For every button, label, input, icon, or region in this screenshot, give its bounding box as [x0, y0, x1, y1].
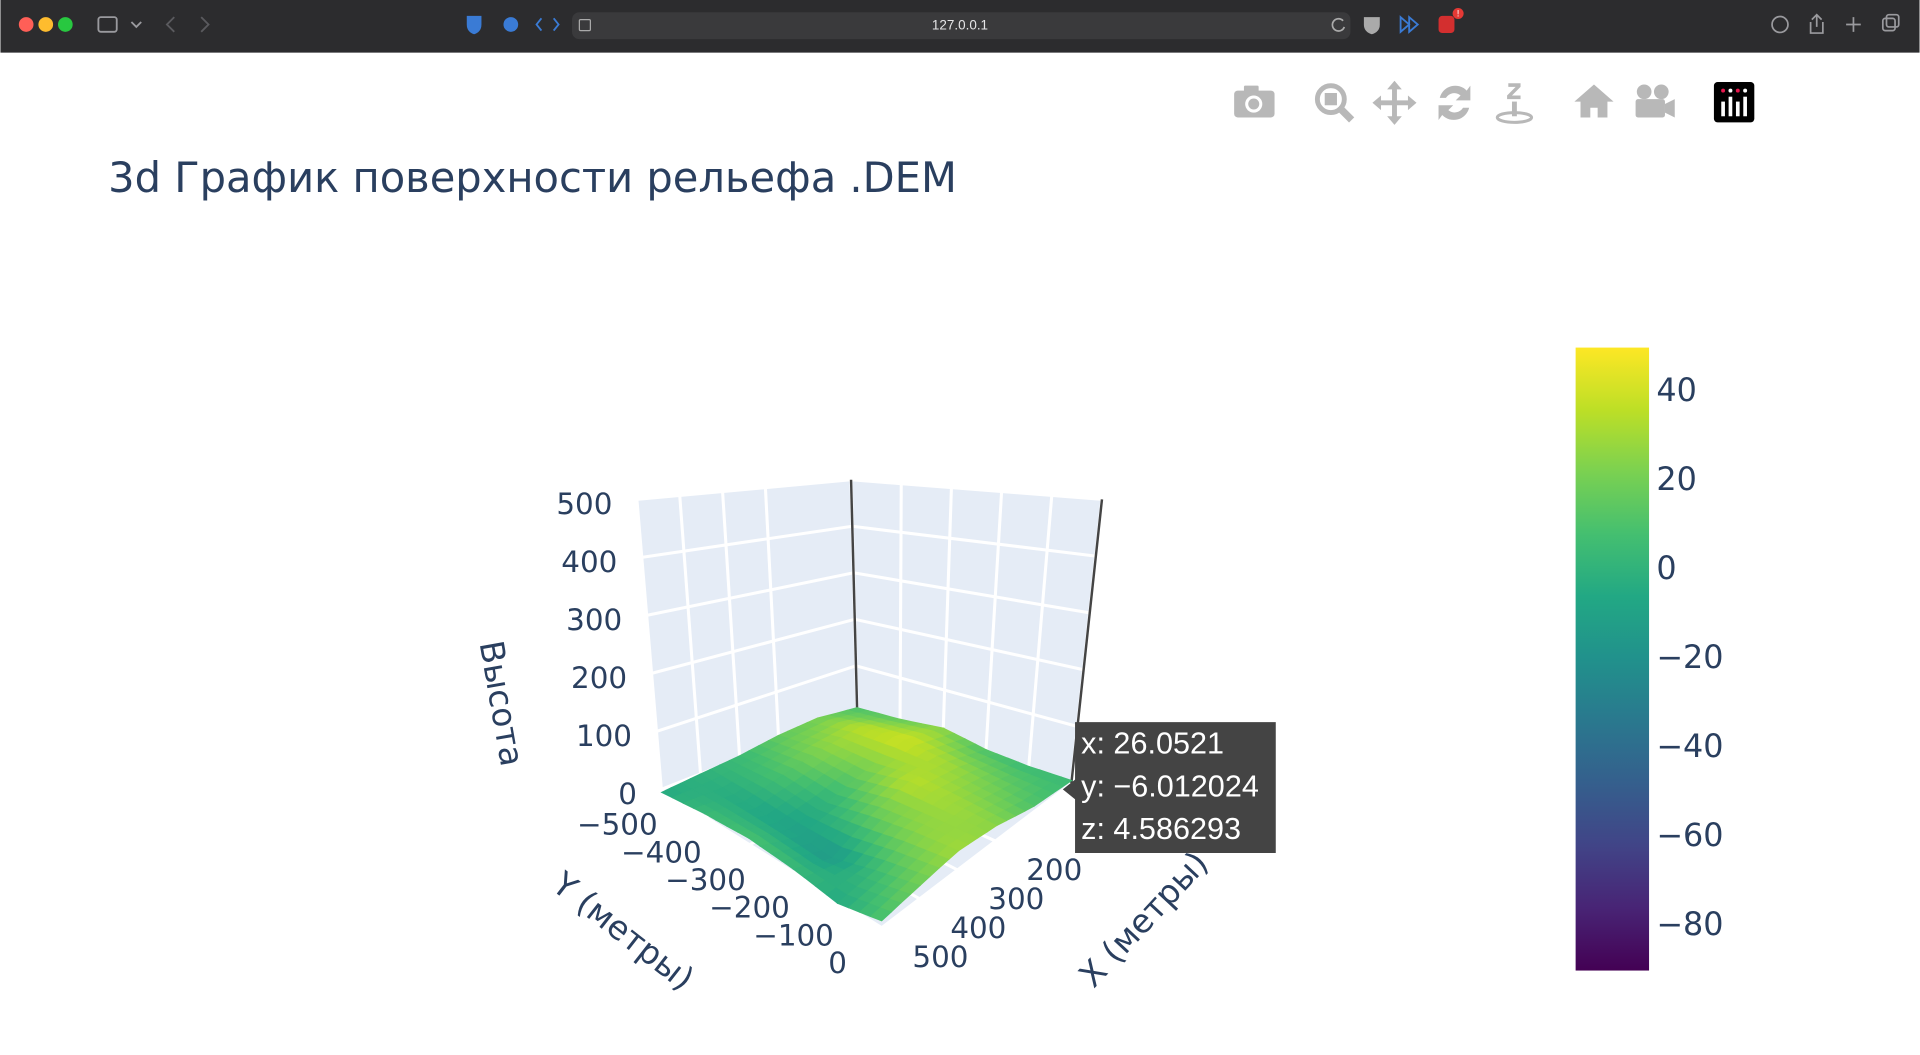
extension-icon[interactable] [1399, 15, 1420, 34]
extension-icon[interactable] [466, 15, 482, 35]
forward-button[interactable] [200, 16, 210, 33]
colorbar-gradient [1575, 347, 1650, 971]
tabs-button[interactable] [1881, 17, 1896, 32]
tooltip-text: z: 4.586293 [1081, 812, 1241, 846]
zoom-button[interactable] [57, 17, 73, 32]
turntable-rotation-button[interactable] [1495, 83, 1534, 124]
y-tick-label: −400 [621, 835, 702, 869]
site-icon [578, 18, 591, 32]
badge [1452, 7, 1464, 19]
close-button[interactable] [18, 17, 34, 32]
sidebar-button[interactable] [97, 16, 118, 33]
share-button[interactable] [1809, 13, 1824, 34]
badge-text: ! [1456, 10, 1459, 20]
z-tick-label: 400 [561, 545, 617, 579]
minimize-button[interactable] [38, 17, 54, 32]
axis-line [849, 479, 859, 713]
download-plot-button[interactable] [1234, 85, 1275, 118]
sidebar-menu[interactable] [130, 21, 142, 29]
save-camera-button[interactable] [1635, 84, 1675, 118]
z-tick-label: 0 [618, 777, 637, 811]
extension-icon[interactable] [535, 17, 560, 32]
y-tick-label: −200 [709, 891, 790, 925]
x-axis-title: X (метры) [1071, 843, 1216, 994]
y-tick-label: −100 [753, 918, 834, 952]
url: 127.0.0.1 [932, 17, 988, 32]
back-wall [636, 479, 858, 790]
y-tick-label: −300 [665, 863, 746, 897]
surface-patch [869, 907, 893, 922]
tabs-button[interactable] [1885, 13, 1900, 28]
downloads-button[interactable] [1771, 15, 1789, 34]
colorbar-tick-label: 0 [1656, 549, 1676, 587]
colorbar-tick-label: 20 [1656, 460, 1696, 498]
z-tick-label: 200 [571, 661, 627, 695]
address-bar[interactable] [572, 12, 1351, 40]
orbit-rotation-button[interactable] [1438, 85, 1471, 120]
x-tick-label: 300 [988, 882, 1044, 916]
back-wall [851, 479, 1102, 784]
colorbar-tick-label: −80 [1656, 905, 1723, 943]
extension-icon[interactable] [1363, 17, 1380, 35]
chart-title: 3d График поверхности рельефа .DEM [108, 153, 957, 202]
hover-tooltip: x: 26.0521 y: −6.012024 z: 4.586293 [1062, 722, 1276, 854]
x-tick-label: 200 [1026, 853, 1082, 887]
colorbar-tick-label: −20 [1656, 638, 1723, 676]
colorbar: 40 20 0 −20 −40 −60 −80 [1575, 347, 1724, 971]
x-tick-label: 400 [950, 911, 1006, 945]
y-tick-label: −500 [577, 808, 658, 842]
z-axis-title: Высота [472, 638, 532, 769]
reload-button[interactable] [1331, 17, 1346, 32]
colorbar-tick-label: −60 [1656, 816, 1723, 854]
colorbar-tick-label: 40 [1656, 371, 1696, 409]
tooltip-text: x: 26.0521 [1081, 726, 1224, 760]
z-tick-label: 100 [576, 719, 632, 753]
pan-button[interactable] [1372, 80, 1417, 125]
extension-icon[interactable] [503, 17, 519, 32]
plotly-logo[interactable] [1713, 82, 1755, 123]
tooltip-text: y: −6.012024 [1081, 769, 1259, 803]
scene[interactable]: 0100200300400500200300400500−500−400−300… [556, 478, 1104, 980]
x-tick-label: 500 [912, 940, 968, 974]
extension-icon[interactable] [1438, 15, 1455, 34]
tooltip-box [1062, 722, 1276, 854]
zoom-button[interactable] [1314, 83, 1355, 123]
back-button[interactable] [165, 16, 175, 33]
colorbar-tick-label: −40 [1656, 727, 1723, 765]
reset-camera-button[interactable] [1574, 84, 1614, 118]
new-tab-button[interactable] [1846, 17, 1861, 32]
z-tick-label: 500 [556, 487, 612, 521]
z-tick-label: 300 [566, 603, 622, 637]
y-tick-label: 0 [828, 946, 847, 980]
